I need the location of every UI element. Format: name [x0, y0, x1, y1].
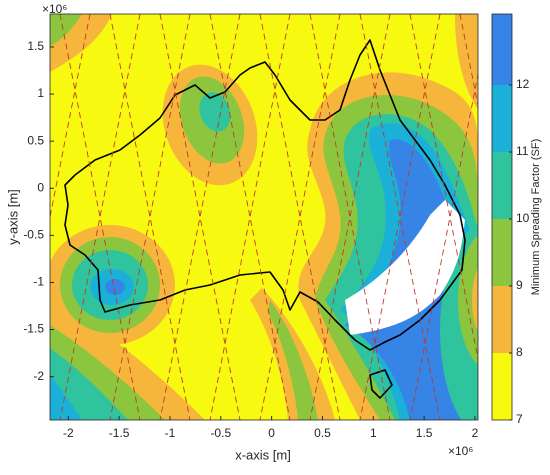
y-tick-label: -2: [33, 369, 44, 383]
x-tick-label: -2: [63, 426, 74, 440]
x-tick-label: 1.5: [416, 426, 433, 440]
ground-track: [409, 72, 478, 420]
ground-track: [159, 14, 241, 420]
x-tick-label: 0: [268, 426, 275, 440]
colorbar-tick-label: 7: [516, 412, 523, 426]
ground-track: [359, 14, 441, 420]
ground-track: [259, 14, 341, 420]
x-tick-label: -1.5: [109, 426, 130, 440]
ground-track: [309, 14, 391, 420]
colorbar-title: Minimum Spreading Factor (SF): [530, 139, 542, 296]
y-exponent: ×10⁶: [42, 2, 67, 16]
x-axis-title: x-axis [m]: [235, 447, 291, 462]
colorbar-band: [492, 219, 512, 287]
y-tick-label: 1.5: [27, 39, 44, 53]
ground-track: [209, 14, 291, 420]
plot-area: [50, 14, 478, 420]
heatmap-region: [458, 235, 478, 365]
ground-track: [109, 14, 191, 420]
x-tick-label: 0.5: [314, 426, 331, 440]
y-tick-label: 1: [37, 86, 44, 100]
ground-track: [159, 14, 241, 420]
y-tick-label: 0.5: [27, 133, 44, 147]
colorbar-band: [492, 286, 512, 354]
colorbar-tick-label: 12: [516, 77, 530, 91]
colorbar-band: [492, 353, 512, 420]
colorbar-tick-label: 11: [516, 144, 529, 158]
heatmap-region: [50, 375, 82, 420]
heatmap-region: [472, 267, 478, 333]
ground-track: [259, 14, 341, 420]
y-axis-title: y-axis [m]: [5, 189, 20, 245]
colorbar-tick-label: 10: [516, 211, 530, 225]
y-tick-label: -0.5: [23, 228, 44, 242]
coastline: [64, 39, 466, 399]
heatmap-region: [345, 200, 465, 335]
ground-track: [309, 14, 391, 420]
ground-track: [109, 14, 191, 420]
x-tick-label: 1: [370, 426, 377, 440]
heatmap-region: [199, 92, 231, 132]
y-tick-label: 0: [37, 180, 44, 194]
ground-track: [59, 14, 141, 420]
heatmap-region: [455, 14, 478, 110]
axes-frame: [49, 13, 479, 421]
ground-track: [209, 14, 291, 420]
x-tick-label: -1: [165, 426, 176, 440]
x-tick-label: -0.5: [210, 426, 231, 440]
colorbar-tick-label: 9: [516, 278, 523, 292]
colorbar-frame: [491, 13, 513, 421]
heatmap-region: [268, 300, 318, 420]
x-exponent: ×10⁶: [448, 444, 473, 458]
heatmap-region: [105, 279, 125, 295]
ground-track: [359, 14, 441, 420]
colorbar-band: [492, 85, 512, 153]
y-tick-label: -1: [33, 275, 44, 289]
heatmap-region: [50, 14, 82, 46]
ground-track: [409, 14, 478, 362]
colorbar-band: [492, 14, 512, 86]
ground-track: [59, 14, 141, 420]
x-tick-label: 2: [472, 426, 479, 440]
colorbar-band: [492, 152, 512, 220]
colorbar-tick-label: 8: [516, 345, 523, 359]
y-tick-label: -1.5: [23, 322, 44, 336]
